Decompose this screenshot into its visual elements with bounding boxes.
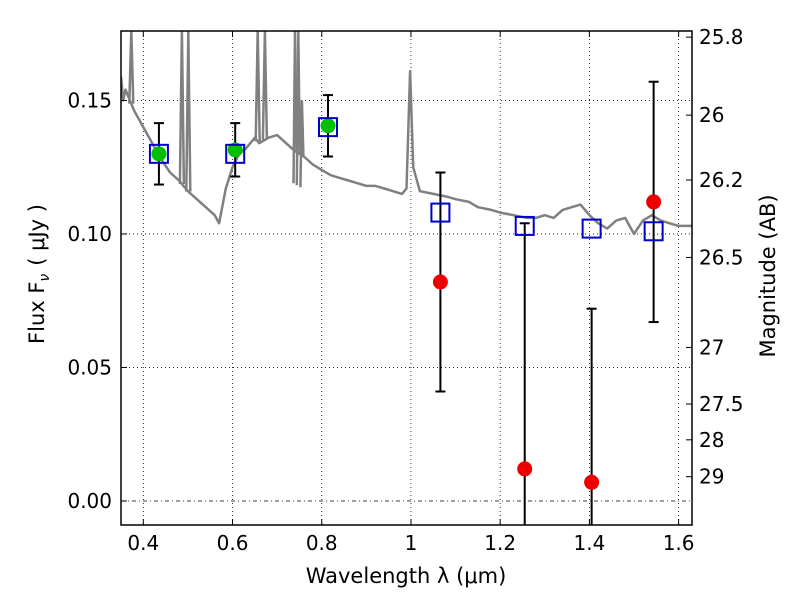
mag-tick-label: 29 — [699, 465, 724, 489]
x-tick-label: 1.2 — [484, 531, 516, 555]
y-tick-label: 0.05 — [67, 355, 112, 379]
mag-tick-label: 26.2 — [699, 168, 744, 192]
model-sed-layer — [121, 31, 692, 236]
y-tick-label: 0.10 — [67, 222, 112, 246]
model-emission-line — [178, 31, 186, 185]
y-axis-left-title: Flux Fν ( μJy ) — [25, 204, 53, 344]
x-tick-label: 0.4 — [127, 531, 159, 555]
model-flux-marker — [317, 117, 338, 138]
model-flux-marker — [514, 215, 535, 236]
mag-tick-label: 28 — [699, 428, 724, 452]
data-point — [151, 146, 167, 162]
x-tick-label: 0.8 — [306, 531, 338, 555]
model-flux-marker — [148, 143, 169, 164]
grid-layer — [121, 31, 692, 525]
svg-text:Flux Fν( μJy ): Flux Fν ( μJy ) — [25, 204, 53, 344]
mag-tick-label: 26.5 — [699, 245, 744, 269]
model-flux-marker — [430, 202, 451, 223]
model-flux-marker — [643, 221, 664, 242]
model-emission-line — [261, 31, 269, 140]
data-point — [517, 461, 533, 477]
model-emission-line — [295, 31, 302, 186]
mag-tick-label: 25.8 — [699, 25, 744, 49]
data-point — [646, 194, 662, 210]
x-tick-label: 0.6 — [217, 531, 249, 555]
model-emission-line — [254, 31, 261, 142]
y-axis-left-title-unit: ( μJy ) — [25, 204, 49, 266]
mag-tick-label: 26 — [699, 103, 724, 127]
data-point — [320, 118, 336, 134]
data-point — [584, 474, 600, 490]
model-emission-line — [185, 31, 192, 192]
axis-ticks-layer: 0.4 0.6 0.8 1 1.2 1.4 1.6 0.00 0.05 0.10 0.15 25.8 2… — [67, 25, 743, 555]
model-flux-marker — [225, 143, 246, 164]
mag-tick-label: 27.5 — [699, 392, 744, 416]
x-axis-title: Wavelength λ (μm) — [306, 564, 507, 588]
x-tick-label: 1.6 — [663, 531, 695, 555]
model-sed-line — [121, 69, 692, 236]
y-axis-left-title-sub: ν — [37, 274, 53, 282]
x-tick-label: 1.4 — [573, 531, 605, 555]
y-axis-right-title: Magnitude (AB) — [756, 194, 780, 357]
plot-frame — [120, 30, 693, 526]
model-emission-line — [292, 31, 298, 184]
data-point — [227, 142, 243, 158]
y-tick-label: 0.15 — [67, 88, 112, 112]
data-point — [432, 274, 448, 290]
mag-tick-label: 27 — [699, 335, 724, 359]
model-flux-marker — [581, 218, 602, 239]
model-emission-line — [299, 100, 305, 188]
x-tick-label: 1 — [405, 531, 418, 555]
model-emission-line — [128, 31, 135, 104]
data-points-layer — [148, 80, 664, 525]
y-tick-label: 0.00 — [67, 489, 112, 513]
y-axis-left-title-main: Flux F — [25, 282, 49, 344]
